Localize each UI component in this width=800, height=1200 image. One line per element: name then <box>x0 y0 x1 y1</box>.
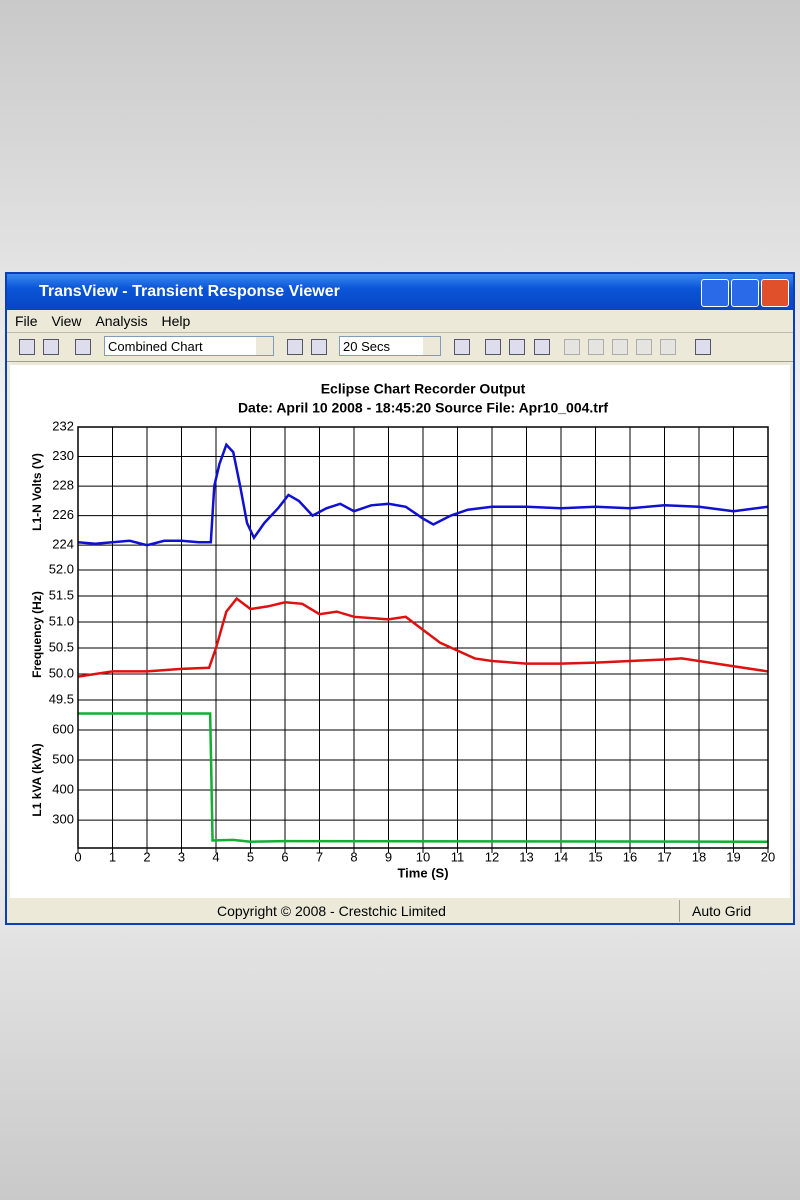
x-tick-label: 14 <box>554 849 568 864</box>
x-tick-label: 0 <box>74 849 81 864</box>
x-tick-label: 9 <box>385 849 392 864</box>
data-line <box>78 712 769 843</box>
menu-item[interactable]: View <box>51 313 82 329</box>
tool-button[interactable] <box>588 339 604 355</box>
y-tick-label: 400 <box>52 781 74 796</box>
time-span-combo[interactable]: 20 Secs <box>339 336 441 356</box>
x-tick-label: 8 <box>350 849 357 864</box>
x-tick-label: 12 <box>485 849 499 864</box>
x-tick-label: 15 <box>588 849 602 864</box>
chart-mode-combo[interactable]: Combined Chart <box>104 336 274 356</box>
y-tick-label: 52.0 <box>49 561 74 576</box>
x-tick-label: 18 <box>692 849 706 864</box>
app-window: TransView - Transient Response Viewer Fi… <box>5 272 795 925</box>
y-tick-label: 51.0 <box>49 613 74 628</box>
tool-button[interactable] <box>636 339 652 355</box>
y-tick-label: 600 <box>52 721 74 736</box>
tool-button[interactable] <box>612 339 628 355</box>
grid-mode: Auto Grid <box>679 900 788 922</box>
x-tick-label: 11 <box>451 849 465 864</box>
menu-item[interactable]: File <box>15 313 38 329</box>
chart-area: Eclipse Chart Recorder Output Date: Apri… <box>10 365 790 898</box>
x-tick-label: 5 <box>247 849 254 864</box>
plot-border <box>77 426 769 849</box>
y-tick-label: 232 <box>52 418 74 433</box>
x-tick-label: 4 <box>212 849 219 864</box>
tool-button[interactable] <box>660 339 676 355</box>
scale-button[interactable] <box>311 339 327 355</box>
chart: Eclipse Chart Recorder Output Date: Apri… <box>30 381 775 881</box>
tool-button[interactable] <box>534 339 550 355</box>
minimize-button[interactable] <box>701 279 729 307</box>
tool-button[interactable] <box>509 339 525 355</box>
tool-button[interactable] <box>454 339 470 355</box>
x-axis-label: Time (S) <box>397 865 448 880</box>
x-tick-label: 17 <box>657 849 671 864</box>
help-button[interactable] <box>695 339 711 355</box>
x-tick-label: 19 <box>726 849 740 864</box>
menu-item[interactable]: Help <box>161 313 191 329</box>
x-tick-label: 13 <box>519 849 533 864</box>
status-bar: Copyright © 2008 - Crestchic Limited Aut… <box>7 900 793 922</box>
x-tick-label: 6 <box>281 849 288 864</box>
y-axis-label: Frequency (Hz) <box>30 591 44 678</box>
y-tick-label: 51.5 <box>49 587 74 602</box>
y-tick-label: 226 <box>52 507 74 522</box>
chart-title: Eclipse Chart Recorder Output <box>321 381 526 397</box>
x-tick-label: 3 <box>178 849 185 864</box>
window-title: TransView - Transient Response Viewer <box>39 283 340 300</box>
x-tick-label: 16 <box>623 849 637 864</box>
y-axis-label: L1 kVA (kVA) <box>30 743 44 816</box>
chart-subtitle: Date: April 10 2008 - 18:45:20 Source Fi… <box>238 400 608 416</box>
close-button[interactable] <box>761 279 789 307</box>
toolbar: Combined Chart 20 Secs <box>7 333 793 362</box>
y-tick-label: 50.0 <box>49 665 74 680</box>
y-tick-label: 300 <box>52 812 74 827</box>
open-button[interactable] <box>19 339 35 355</box>
save-button[interactable] <box>43 339 59 355</box>
x-tick-label: 1 <box>109 849 116 864</box>
y-tick-label: 49.5 <box>49 691 74 706</box>
y-axis-label: L1-N Volts (V) <box>30 453 44 531</box>
y-tick-label: 500 <box>52 751 74 766</box>
x-tick-label: 10 <box>416 849 430 864</box>
copyright: Copyright © 2008 - Crestchic Limited <box>217 903 446 919</box>
y-tick-label: 230 <box>52 448 74 463</box>
x-tick-label: 20 <box>761 849 775 864</box>
y-tick-label: 224 <box>52 537 74 552</box>
menu-item[interactable]: Analysis <box>95 313 148 329</box>
x-tick-label: 7 <box>316 849 323 864</box>
y-tick-label: 228 <box>52 478 74 493</box>
menu-bar: File View Analysis Help <box>7 310 793 333</box>
maximize-button[interactable] <box>731 279 759 307</box>
percent-button[interactable] <box>287 339 303 355</box>
tool-button[interactable] <box>564 339 580 355</box>
y-tick-label: 50.5 <box>49 639 74 654</box>
title-bar: TransView - Transient Response Viewer <box>7 274 793 310</box>
data-line <box>77 596 769 678</box>
x-tick-label: 2 <box>143 849 150 864</box>
tool-button[interactable] <box>485 339 501 355</box>
print-button[interactable] <box>75 339 91 355</box>
data-line <box>77 442 769 547</box>
